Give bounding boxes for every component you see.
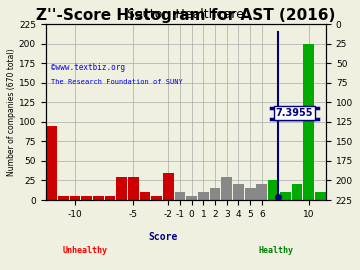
Bar <box>116 177 127 200</box>
Bar <box>210 188 220 200</box>
Text: Sector: Healthcare: Sector: Healthcare <box>127 8 244 21</box>
Bar <box>245 188 256 200</box>
Bar <box>256 184 267 200</box>
Bar <box>69 196 80 200</box>
Bar <box>58 196 69 200</box>
Text: Healthy: Healthy <box>258 246 293 255</box>
Y-axis label: Number of companies (670 total): Number of companies (670 total) <box>7 48 16 176</box>
Bar <box>233 184 244 200</box>
Bar <box>303 44 314 200</box>
Bar <box>46 126 57 200</box>
Bar <box>151 196 162 200</box>
Text: Unhealthy: Unhealthy <box>62 246 107 255</box>
Bar <box>140 192 150 200</box>
Bar <box>104 196 115 200</box>
Bar <box>198 192 209 200</box>
Bar <box>280 192 291 200</box>
Bar <box>292 184 302 200</box>
Title: Z''-Score Histogram for AST (2016): Z''-Score Histogram for AST (2016) <box>36 8 336 23</box>
Text: The Research Foundation of SUNY: The Research Foundation of SUNY <box>51 79 183 85</box>
Bar <box>81 196 92 200</box>
Bar <box>175 192 185 200</box>
Bar <box>221 177 232 200</box>
Bar <box>186 196 197 200</box>
Bar <box>315 192 325 200</box>
Bar <box>93 196 104 200</box>
Text: 7.3955: 7.3955 <box>276 108 313 118</box>
Bar <box>128 177 139 200</box>
Text: ©www.textbiz.org: ©www.textbiz.org <box>51 63 125 72</box>
Text: Score: Score <box>149 232 178 242</box>
Bar <box>268 180 279 200</box>
Bar <box>163 173 174 200</box>
